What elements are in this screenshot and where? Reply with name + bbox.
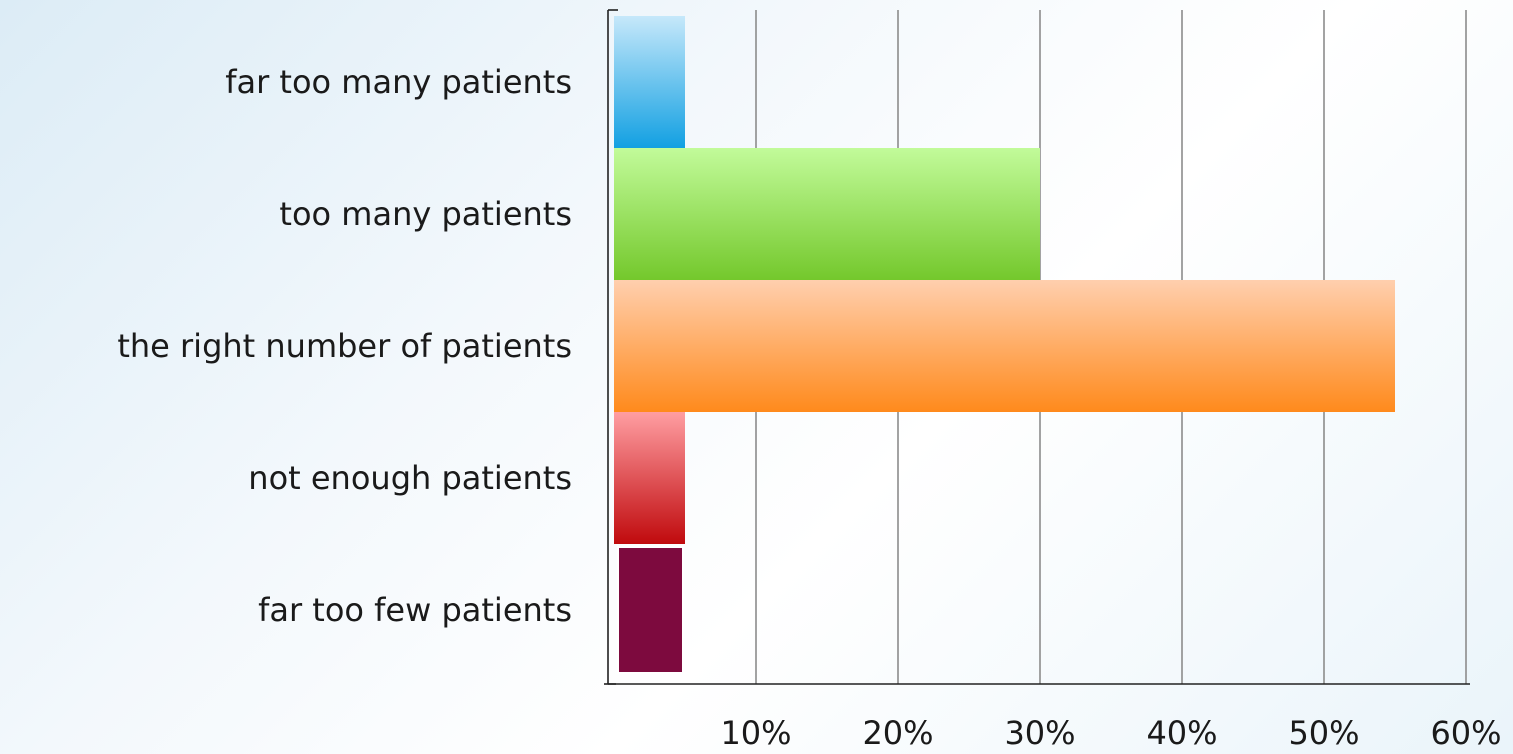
bars xyxy=(614,16,1395,674)
bar-far-too-many-patients xyxy=(614,16,685,148)
x-tick-label: 20% xyxy=(862,714,933,752)
bar-too-many-patients xyxy=(614,148,1040,280)
x-tick-label: 30% xyxy=(1004,714,1075,752)
x-tick-label: 40% xyxy=(1146,714,1217,752)
category-label: too many patients xyxy=(279,195,572,233)
bar-the-right-number-of-patients xyxy=(614,280,1395,412)
bar-not-enough-patients xyxy=(614,412,685,544)
bar-far-too-few-patients xyxy=(617,546,684,674)
labels: 10% 20% 30% 40% 50% 60% far too many patients t… xyxy=(117,63,1501,752)
category-label: not enough patients xyxy=(248,459,572,497)
category-label: the right number of patients xyxy=(117,327,572,365)
x-tick-label: 60% xyxy=(1430,714,1501,752)
x-tick-label: 10% xyxy=(720,714,791,752)
category-label: far too few patients xyxy=(258,591,572,629)
axes xyxy=(604,9,1470,685)
category-label: far too many patients xyxy=(225,63,572,101)
x-tick-label: 50% xyxy=(1288,714,1359,752)
